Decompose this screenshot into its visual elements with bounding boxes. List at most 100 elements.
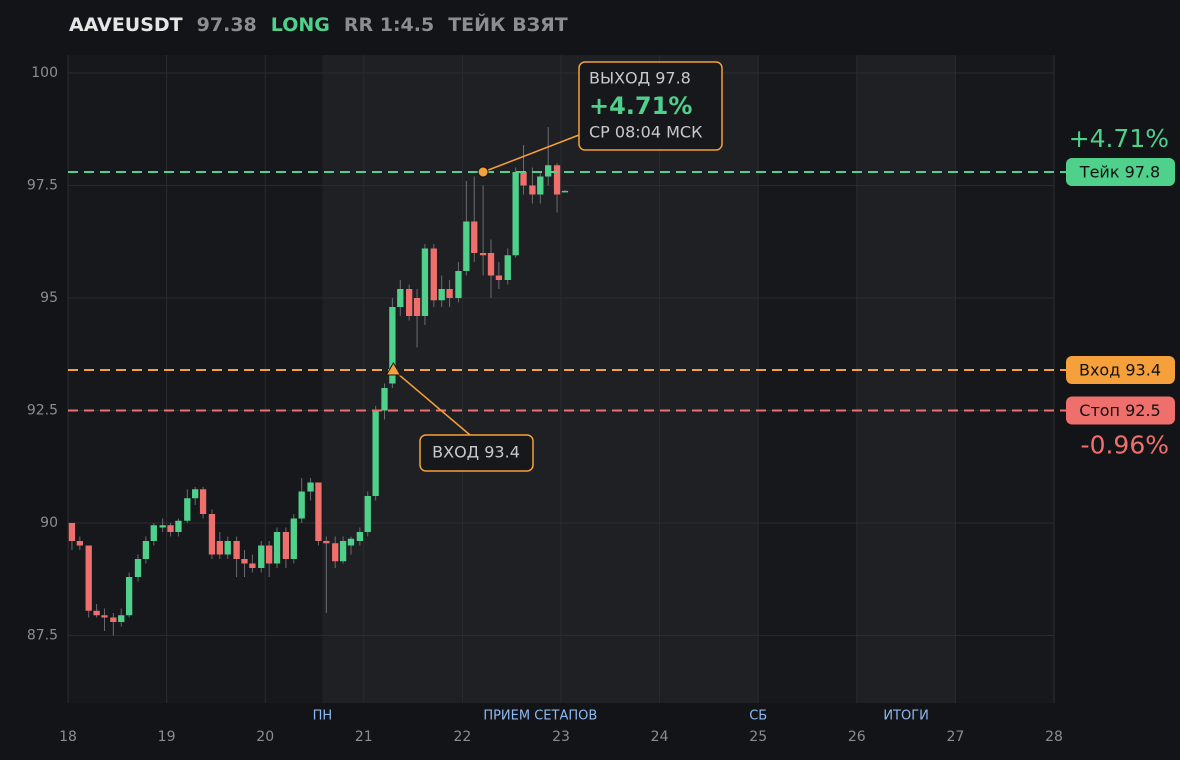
level-label: Стоп 92.5 bbox=[1079, 401, 1160, 420]
x-tick-label: 26 bbox=[848, 729, 866, 745]
x-tick-label: 22 bbox=[453, 729, 471, 745]
level-pill bbox=[1066, 158, 1175, 186]
x-tick-label: 19 bbox=[158, 729, 176, 745]
candle-body bbox=[282, 532, 290, 559]
candle-body bbox=[199, 489, 207, 514]
candle-body bbox=[471, 221, 478, 253]
candle-body bbox=[110, 617, 117, 622]
candle-body bbox=[85, 545, 92, 611]
candle-body bbox=[553, 165, 561, 195]
candle-body bbox=[339, 541, 347, 562]
candle-body bbox=[504, 255, 511, 280]
candle-body bbox=[68, 523, 76, 541]
candle-body bbox=[545, 165, 552, 177]
candle-body bbox=[307, 482, 314, 492]
y-tick-label: 90 bbox=[40, 515, 58, 531]
entry-connector bbox=[392, 369, 471, 436]
entry-title: ВХОД 93.4 bbox=[432, 443, 520, 462]
candle-body bbox=[208, 514, 216, 555]
level-pill bbox=[1066, 396, 1175, 425]
x-tick-label: 27 bbox=[946, 729, 964, 745]
candle-body bbox=[364, 496, 371, 532]
candle-body bbox=[479, 253, 487, 256]
candle-body bbox=[315, 482, 322, 541]
x-tick-label: 28 bbox=[1045, 729, 1063, 745]
candle-body bbox=[76, 541, 83, 546]
candle-body bbox=[413, 298, 421, 316]
candle-body bbox=[249, 563, 256, 568]
candle-body bbox=[356, 532, 364, 541]
candle-body bbox=[216, 541, 223, 555]
candle-body bbox=[389, 307, 396, 384]
candle-body bbox=[512, 172, 519, 256]
candle-body bbox=[487, 253, 495, 276]
candle-body bbox=[192, 489, 199, 499]
candle-body bbox=[323, 541, 330, 544]
candle-body bbox=[134, 559, 142, 577]
candle-body bbox=[455, 271, 462, 298]
candle-body bbox=[233, 541, 240, 559]
candle-body bbox=[537, 176, 544, 195]
candle-body bbox=[265, 545, 273, 564]
session-label: ПН bbox=[313, 709, 333, 724]
candle-body bbox=[495, 275, 503, 280]
candle-body bbox=[93, 610, 100, 616]
candle-body bbox=[529, 185, 536, 195]
candle-body bbox=[372, 410, 379, 496]
rr: RR 1:4.5 bbox=[343, 14, 435, 36]
y-tick-label: 97.5 bbox=[27, 178, 58, 194]
y-tick-label: 100 bbox=[31, 65, 58, 81]
x-tick-label: 20 bbox=[256, 729, 274, 745]
candle-body bbox=[347, 538, 355, 546]
exit-marker bbox=[477, 166, 489, 178]
session-label: ПРИЕМ СЕТАПОВ bbox=[483, 709, 597, 724]
x-tick-label: 23 bbox=[552, 729, 570, 745]
exit-box bbox=[578, 61, 723, 151]
candle-body bbox=[438, 289, 445, 301]
y-tick-label: 95 bbox=[40, 290, 58, 306]
entry-marker bbox=[385, 362, 402, 376]
y-tick-label: 92.5 bbox=[27, 403, 58, 419]
level-label: Вход 93.4 bbox=[1079, 361, 1161, 380]
candle-body bbox=[125, 577, 133, 616]
side: LONG bbox=[270, 14, 330, 36]
level-pill bbox=[1066, 356, 1175, 384]
exit-pct: +4.71% bbox=[589, 92, 692, 120]
candle-body bbox=[381, 388, 388, 411]
candle-body bbox=[561, 190, 569, 193]
candle-body bbox=[241, 559, 248, 564]
candle-body bbox=[142, 541, 150, 559]
candle-body bbox=[298, 491, 305, 519]
symbol: AAVEUSDT bbox=[69, 14, 183, 36]
candle-body bbox=[159, 525, 166, 528]
price: 97.38 bbox=[196, 14, 257, 36]
session-label: ИТОГИ bbox=[883, 709, 929, 724]
candle-body bbox=[397, 289, 404, 307]
candle-body bbox=[520, 172, 527, 186]
header: AAVEUSDT 97.38 LONG RR 1:4.5 ТЕЙК ВЗЯТ bbox=[69, 14, 568, 36]
session-region bbox=[322, 55, 759, 703]
candle-body bbox=[421, 248, 429, 316]
candle-body bbox=[167, 525, 174, 532]
candle-body bbox=[446, 289, 453, 298]
candle-body bbox=[101, 615, 108, 618]
candle-body bbox=[224, 541, 231, 555]
candle-body bbox=[118, 615, 125, 622]
level-label: Тейк 97.8 bbox=[1079, 163, 1160, 182]
x-tick-label: 21 bbox=[355, 729, 373, 745]
level-pct: -0.96% bbox=[1081, 431, 1169, 460]
candle-body bbox=[150, 525, 157, 541]
y-tick-label: 87.5 bbox=[27, 628, 58, 644]
exit-title: ВЫХОД 97.8 bbox=[589, 69, 691, 88]
candle-body bbox=[430, 248, 437, 301]
x-tick-label: 25 bbox=[749, 729, 767, 745]
level-pct: +4.71% bbox=[1069, 124, 1169, 153]
candle-body bbox=[175, 520, 182, 532]
candle-body bbox=[184, 498, 191, 521]
entry-box bbox=[419, 434, 534, 472]
x-tick-label: 18 bbox=[59, 729, 77, 745]
x-tick-label: 24 bbox=[651, 729, 669, 745]
status: ТЕЙК ВЗЯТ bbox=[448, 14, 568, 36]
